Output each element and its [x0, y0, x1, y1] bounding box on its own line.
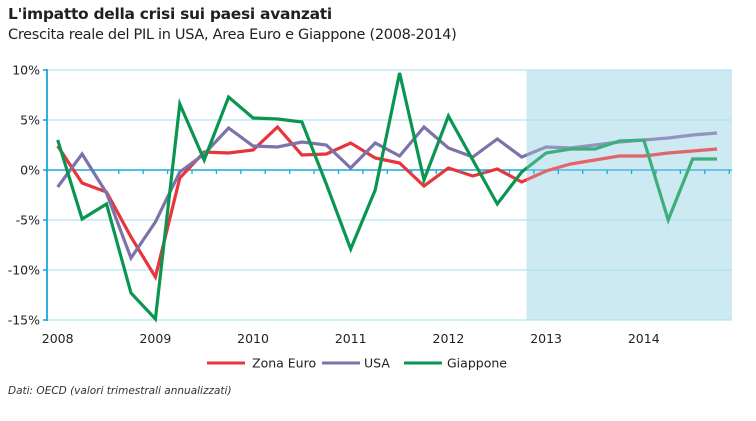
x-tick-label: 2008	[42, 331, 74, 346]
y-tick-label: 10%	[12, 63, 40, 78]
chart-subtitle: Crescita reale del PIL in USA, Area Euro…	[8, 27, 457, 43]
axis-layer: 10% 5% 0% -5% -10% -15%2008 2009 2010 2011 2012 20…	[8, 63, 730, 346]
grid-layer	[47, 69, 732, 321]
chart-title: L'impatto della crisi sui paesi avanzati	[8, 5, 332, 23]
x-tick-label: 2011	[335, 331, 367, 346]
series-line-giappone	[56, 72, 717, 323]
source-note: Dati: OECD (valori trimestrali annualizz…	[8, 385, 232, 397]
series-layer	[56, 72, 718, 323]
x-tick-label: 2009	[139, 331, 171, 346]
shaded-region-overlay	[526, 70, 732, 320]
overlay-layer	[526, 70, 732, 320]
legend-label-usa: USA	[364, 356, 390, 371]
x-tick-label: 2014	[628, 331, 660, 346]
series-line-zona-euro	[56, 124, 718, 282]
legend-label-giappone: Giappone	[447, 356, 507, 371]
legend: Zona Euro USA Giappone	[207, 356, 507, 371]
y-tick-label: -10%	[8, 263, 40, 278]
shaded-region	[526, 70, 732, 320]
y-tick-label: -15%	[8, 313, 40, 328]
y-tick-label: 5%	[20, 113, 40, 128]
legend-label-zona-euro: Zona Euro	[252, 356, 316, 371]
x-tick-label: 2012	[433, 331, 465, 346]
y-tick-label: 0%	[20, 163, 40, 178]
shade-layer	[526, 70, 732, 320]
y-tick-label: -5%	[16, 213, 40, 228]
x-tick-label: 2013	[530, 331, 562, 346]
x-tick-label: 2010	[237, 331, 269, 346]
